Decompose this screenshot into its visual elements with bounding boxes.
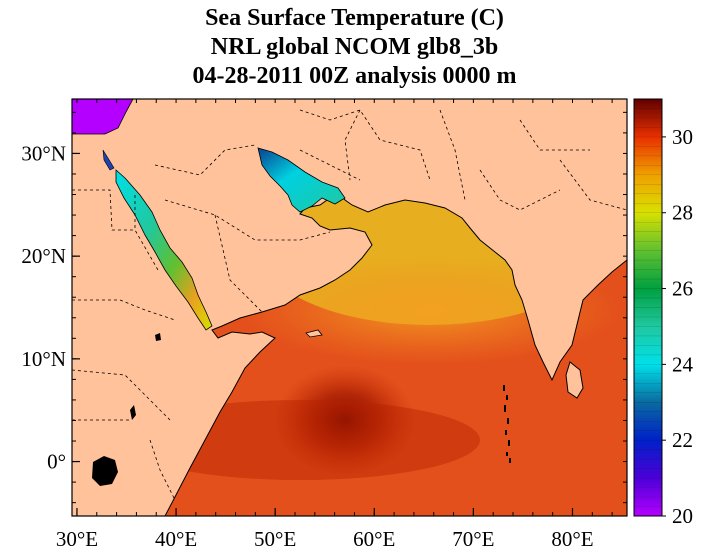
map-frame — [71, 98, 628, 517]
lon-tick-label: 80°E — [551, 527, 593, 551]
mediterranean-corner — [72, 99, 134, 135]
maldives-islands — [503, 385, 511, 463]
lon-tick-label: 30°E — [56, 527, 98, 551]
gulf-of-suez — [102, 149, 115, 171]
ethiopian-lakes — [130, 405, 136, 420]
longitude-ticks: 30°E 40°E 50°E 60°E 70°E 80°E — [56, 508, 594, 551]
land-sri-lanka — [565, 361, 584, 399]
lat-tick-label: 20°N — [21, 244, 66, 268]
lat-tick-label: 30°N — [21, 141, 66, 165]
lon-tick-label: 40°E — [155, 527, 197, 551]
lon-tick-label: 60°E — [353, 527, 395, 551]
colorbar-ticks: 20 22 24 26 28 30 — [662, 125, 694, 528]
land-masses — [72, 99, 627, 516]
persian-gulf — [257, 147, 346, 213]
colorbar-bar — [633, 98, 663, 517]
map-title-line-3: 04-28-2011 00Z analysis 0000 m — [192, 63, 517, 89]
colorbar-tick-label: 20 — [672, 504, 693, 528]
somali-hot-core — [275, 365, 415, 475]
latitude-ticks: 30°N 20°N 10°N 0° — [21, 141, 80, 474]
colorbar: 20 22 24 26 28 30 — [633, 98, 694, 528]
lon-tick-label: 70°E — [452, 527, 494, 551]
colorbar-tick-label: 30 — [672, 125, 693, 149]
map-plot-area — [72, 99, 627, 516]
map-title-line-2: NRL global NCOM glb8_3b — [210, 34, 499, 60]
frame-minor-ticks — [72, 99, 627, 516]
lake-tana — [155, 333, 161, 341]
lake-victoria — [92, 456, 118, 486]
lat-tick-label: 0° — [47, 450, 66, 474]
colorbar-tick-label: 26 — [672, 277, 693, 301]
lon-tick-label: 50°E — [254, 527, 296, 551]
red-sea — [115, 169, 213, 331]
country-borders — [72, 109, 627, 501]
lat-tick-label: 10°N — [21, 347, 66, 371]
colorbar-bands — [634, 108, 662, 507]
map-title-line-1: Sea Surface Temperature (C) — [205, 5, 504, 31]
land-africa-arabia-asia — [72, 99, 627, 516]
colorbar-tick-label: 22 — [672, 428, 693, 452]
colorbar-tick-label: 28 — [672, 201, 693, 225]
land-socotra — [305, 329, 323, 338]
colorbar-tick-label: 24 — [672, 352, 694, 376]
